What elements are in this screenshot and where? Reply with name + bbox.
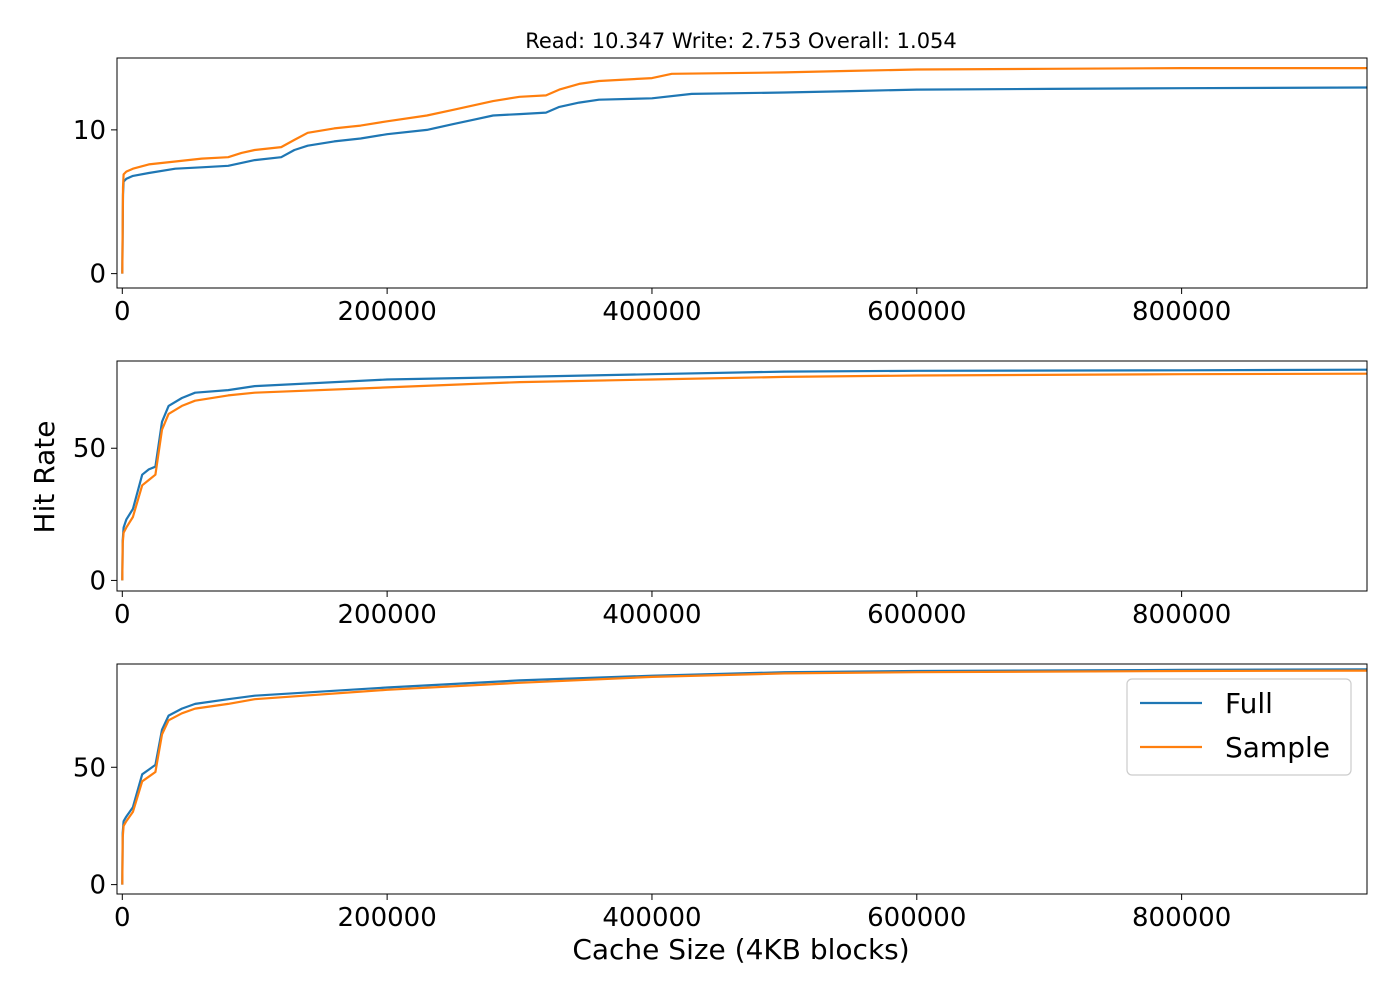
- write-series-sample-line: [121, 372, 1367, 581]
- write-series-group: [121, 368, 1367, 581]
- overall-x-tick-label: 400000: [602, 903, 701, 933]
- overall-y-tick-label: 50: [73, 753, 106, 783]
- x-axis-label: Cache Size (4KB blocks): [572, 933, 909, 966]
- write-series-full-line: [121, 368, 1367, 581]
- overall-series-sample-line: [121, 669, 1367, 885]
- write-x-tick-label: 200000: [337, 600, 436, 630]
- read-x-tick-label: 400000: [602, 297, 701, 327]
- panel-overall: 0 200000 400000 600000 800000 0 50: [73, 663, 1368, 933]
- read-series-full-line: [121, 86, 1367, 274]
- panel-read: 0 200000 400000 600000 800000 0 10: [73, 57, 1368, 327]
- legend-label-sample: Sample: [1225, 731, 1330, 764]
- read-y-tick-label: 0: [89, 260, 106, 290]
- write-y-tick-label: 50: [73, 434, 106, 464]
- legend: Full Sample: [1126, 678, 1352, 776]
- read-x-tick-label: 800000: [1132, 297, 1231, 327]
- read-x-tick-label: 0: [114, 297, 131, 327]
- figure-title: Read: 10.347 Write: 2.753 Overall: 1.054: [525, 29, 957, 53]
- overall-series-full-line: [121, 668, 1367, 885]
- overall-x-tick-label: 600000: [867, 903, 966, 933]
- overall-x-tick-label: 0: [114, 903, 131, 933]
- write-y-tick-label: 0: [89, 566, 106, 596]
- overall-x-tick-label: 200000: [337, 903, 436, 933]
- read-series-sample-line: [121, 66, 1367, 274]
- panel-write: 0 200000 400000 600000 800000 0 50: [73, 360, 1368, 630]
- y-axis-label: Hit Rate: [28, 421, 61, 534]
- overall-axes-frame: [116, 663, 1368, 895]
- read-axes-frame: [116, 57, 1368, 289]
- write-x-tick-label: 0: [114, 600, 131, 630]
- read-y-tick-label: 10: [73, 116, 106, 146]
- legend-label-full: Full: [1225, 687, 1273, 720]
- write-x-tick-label: 400000: [602, 600, 701, 630]
- read-series-group: [121, 66, 1367, 274]
- read-x-tick-label: 200000: [337, 297, 436, 327]
- write-axes-frame: [116, 360, 1368, 592]
- overall-series-group: [121, 668, 1367, 885]
- write-x-tick-label: 800000: [1132, 600, 1231, 630]
- overall-y-tick-label: 0: [89, 871, 106, 901]
- overall-x-tick-label: 800000: [1132, 903, 1231, 933]
- write-x-tick-label: 600000: [867, 600, 966, 630]
- read-x-tick-label: 600000: [867, 297, 966, 327]
